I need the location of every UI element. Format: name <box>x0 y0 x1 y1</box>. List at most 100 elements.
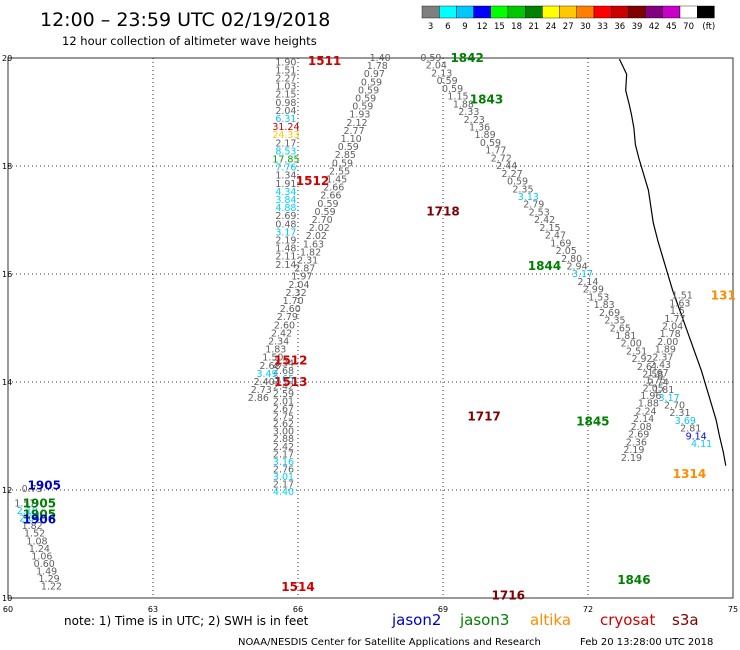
pass-number-label: 1905 <box>28 479 61 493</box>
wave-height-value: 1.06 <box>31 551 52 562</box>
pass-number-label: 1513 <box>274 375 307 389</box>
wave-height-value: 4.88 <box>275 203 296 214</box>
wave-height-value: 2.85 <box>335 150 356 161</box>
legend-swatch <box>421 5 440 19</box>
wave-height-value: 2.04 <box>288 280 309 291</box>
wave-height-value: 2.88 <box>273 434 294 445</box>
wave-height-value: 3.17 <box>659 393 680 404</box>
legend-label: 9 <box>462 22 467 32</box>
wave-height-value: 1.63 <box>303 239 324 250</box>
pass-number-label: 1718 <box>426 204 459 218</box>
wave-height-value: 7.76 <box>275 163 296 174</box>
wave-height-value: 2.60 <box>274 320 295 331</box>
wave-height-value: 2.53 <box>529 207 550 218</box>
wave-height-value: 1.48 <box>275 244 296 255</box>
wave-height-value: 2.74 <box>648 377 669 388</box>
wave-height-value: 2.73 <box>251 385 272 396</box>
wave-height-value: 1.50 <box>262 353 283 364</box>
lon-tick-label: 66 <box>293 605 303 614</box>
wave-height-value: 2.87 <box>294 264 315 275</box>
wave-height-value: 1.93 <box>349 110 370 121</box>
wave-height-value: 1.67 <box>648 368 669 379</box>
wave-height-value: 0.59 <box>437 76 458 87</box>
wave-height-value: 2.14 <box>633 414 654 425</box>
wave-height-value: 2.34 <box>268 337 289 348</box>
legend-label: 45 <box>666 22 677 32</box>
wave-height-value: 2.65 <box>610 323 631 334</box>
footer-note: note: 1) Time is in UTC; 2) SWH is in fe… <box>64 614 309 628</box>
wave-height-value: 1.90 <box>275 57 296 68</box>
wave-height-value: 1.89 <box>474 130 495 141</box>
wave-height-value: 1.45 <box>326 175 347 186</box>
wave-height-value: 1.63 <box>669 298 690 309</box>
lon-tick-label: 69 <box>438 605 448 614</box>
wave-height-value: 1.78 <box>367 61 388 72</box>
wave-height-value: 0.59 <box>442 84 463 95</box>
legend-swatch <box>456 5 474 19</box>
wave-height-value: 2.13 <box>431 68 452 79</box>
wave-height-value: 2.42 <box>273 442 294 453</box>
legend-swatch <box>559 5 577 19</box>
wave-height-value: 1.97 <box>291 272 312 283</box>
wave-height-value: 2.02 <box>306 231 327 242</box>
wave-height-value: 2.62 <box>273 419 294 430</box>
chart-subtitle: 12 hour collection of altimeter wave hei… <box>62 34 317 48</box>
legend-label: 30 <box>580 22 591 32</box>
wave-height-value: 2.08 <box>631 422 652 433</box>
wave-height-value: 2.35 <box>604 316 625 327</box>
legend-swatch <box>525 5 543 19</box>
pass-number-label: 1845 <box>576 414 609 428</box>
wave-height-value: 1.03 <box>275 82 296 93</box>
legend-label: 6 <box>445 22 450 32</box>
wave-height-value: 1.69 <box>550 238 571 249</box>
wave-height-value: 0.59 <box>361 77 382 88</box>
pass-number-label: 1906 <box>23 513 56 527</box>
legend-label: 33 <box>597 22 608 32</box>
wave-height-value: 2.31 <box>297 256 318 267</box>
pass-number-label: 1842 <box>450 51 483 65</box>
coastline-path <box>618 58 727 466</box>
wave-height-value: 17.85 <box>272 155 299 166</box>
legend-swatch <box>611 5 629 19</box>
satellite-legend-s3a: s3a <box>672 611 699 629</box>
wave-height-value: 4.40 <box>273 487 294 498</box>
wave-height-value: 1.88 <box>638 399 659 410</box>
wave-height-value: 3.69 <box>675 416 696 427</box>
wave-height-value: 2.75 <box>273 412 294 423</box>
pass-number-label: 1514 <box>281 580 314 594</box>
track-labels: 1511 1842 1843 1512 1718 1844 1512 1513 1717 1845… <box>23 51 736 602</box>
wave-height-value: 2.69 <box>628 430 649 441</box>
wave-height-value: 2.31 <box>669 408 690 419</box>
wave-height-value: 24.33 <box>272 130 299 141</box>
wave-height-value: 2.36 <box>626 437 647 448</box>
pass-number-label: 1716 <box>492 588 525 602</box>
wave-height-value: 1.53 <box>588 292 609 303</box>
wave-height-value: 2.17 <box>273 449 294 460</box>
lon-tick-label: 60 <box>3 605 13 614</box>
wave-height-value: 2.02 <box>309 223 330 234</box>
lon-tick-label: 63 <box>148 605 158 614</box>
wave-height-value: 2.19 <box>275 236 296 247</box>
wave-height-value: 1.81 <box>615 331 636 342</box>
wave-height-value: 2.76 <box>273 464 294 475</box>
wave-height-value: 2.44 <box>496 161 517 172</box>
wave-height-value: 2.72 <box>491 153 512 164</box>
lat-tick-label: 12 <box>2 486 12 495</box>
coastline <box>618 58 727 466</box>
wave-height-value: 1.82 <box>22 521 43 532</box>
wave-height-value: 2.67 <box>273 404 294 415</box>
legend-swatch <box>593 5 612 19</box>
wave-height-value: 2.24 <box>635 406 656 417</box>
wave-height-value: 6.31 <box>275 114 296 125</box>
pass-number-label: 1844 <box>528 259 561 273</box>
legend-swatch <box>439 5 457 19</box>
wave-height-value: 2.59 <box>273 389 294 400</box>
wave-height-value: 0.59 <box>352 102 373 113</box>
legend-label: 21 <box>528 22 539 32</box>
wave-height-value: 1.70 <box>283 296 304 307</box>
wave-height-value: 2.92 <box>631 354 652 365</box>
footer-timestamp: Feb 20 13:28:00 UTC 2018 <box>580 637 713 648</box>
wave-height-value: 2.94 <box>566 261 587 272</box>
wave-height-value: 1.51 <box>275 65 296 76</box>
wave-height-value: 2.00 <box>621 339 642 350</box>
